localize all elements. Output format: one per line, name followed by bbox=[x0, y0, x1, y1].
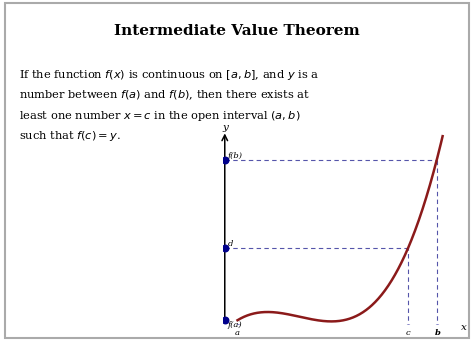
Text: x: x bbox=[461, 323, 467, 332]
Point bbox=[433, 325, 440, 330]
Text: f(a): f(a) bbox=[228, 321, 243, 328]
Point bbox=[221, 317, 228, 323]
Point bbox=[221, 158, 228, 163]
Text: b: b bbox=[435, 329, 440, 337]
Point bbox=[404, 325, 412, 330]
Text: y: y bbox=[223, 123, 228, 132]
Text: d: d bbox=[228, 240, 233, 248]
Text: Intermediate Value Theorem: Intermediate Value Theorem bbox=[114, 24, 360, 38]
Point bbox=[234, 325, 241, 330]
Text: c: c bbox=[406, 329, 410, 337]
Text: f(b): f(b) bbox=[228, 152, 243, 160]
Text: a: a bbox=[235, 329, 240, 337]
Point bbox=[221, 246, 228, 251]
Text: If the function $f(x)$ is continuous on $[a, b]$, and $y$ is a
number between $f: If the function $f(x)$ is continuous on … bbox=[19, 68, 319, 143]
